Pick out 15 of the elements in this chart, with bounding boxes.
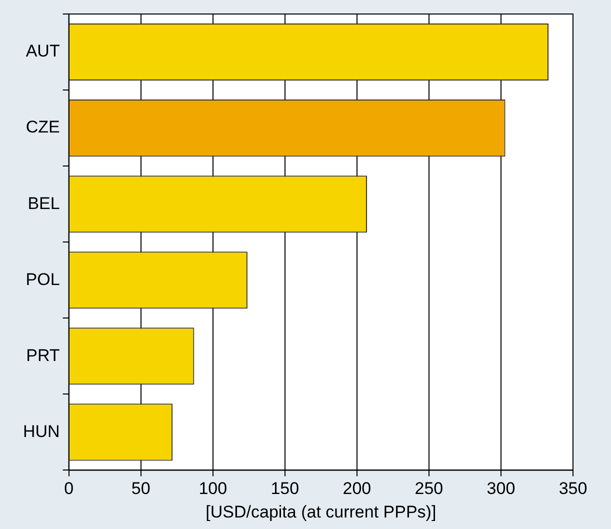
x-tick-label: 200 (342, 479, 372, 498)
x-tick-label: 300 (486, 479, 516, 498)
x-tick-label: 150 (270, 479, 300, 498)
x-tick-label: 100 (198, 479, 228, 498)
y-tick-label: HUN (22, 422, 60, 441)
x-tick-label: 0 (64, 479, 74, 498)
y-tick-label: PRT (26, 346, 60, 365)
y-tick-label: AUT (26, 42, 60, 61)
x-axis-title: [USD/capita (at current PPPs)] (206, 502, 436, 522)
y-tick-label: POL (26, 270, 60, 289)
x-tick-label: 350 (558, 479, 588, 498)
y-tick-label: CZE (26, 118, 60, 137)
x-tick-label: 50 (131, 479, 150, 498)
x-tick-label: 250 (414, 479, 444, 498)
y-tick-label: BEL (28, 194, 60, 213)
